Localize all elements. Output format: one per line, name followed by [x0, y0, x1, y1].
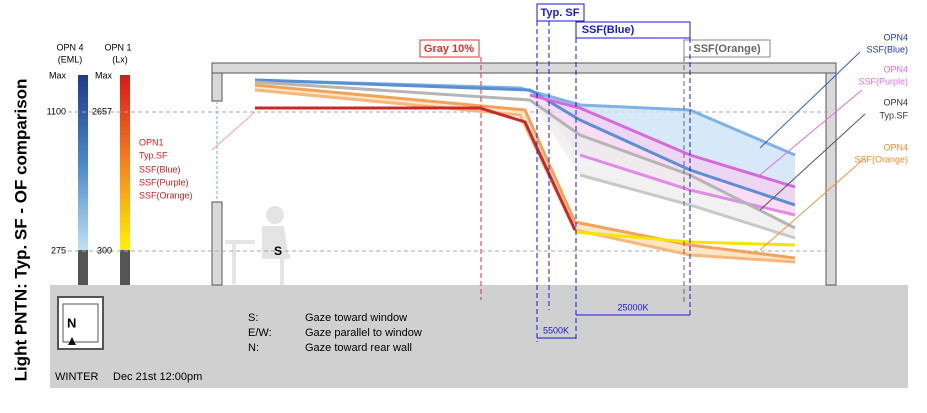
season: WINTER	[55, 371, 98, 383]
scale-label: OPN 1	[104, 42, 131, 52]
scale-tick: Max	[49, 70, 67, 80]
gaze-key: N:	[248, 342, 259, 354]
scale-tick: 275	[51, 245, 66, 255]
scene	[50, 3, 908, 388]
scale-label: (EML)	[58, 54, 83, 64]
gaze-key: S:	[248, 312, 258, 324]
series-label: OPN4	[883, 32, 908, 42]
time: Dec 21st 12:00pm	[113, 371, 202, 383]
legend-item: SSF(Blue)	[139, 164, 181, 174]
box-label: SSF(Orange)	[693, 43, 761, 55]
scale-label: (Lx)	[112, 54, 128, 64]
gaze-text: Gaze toward rear wall	[305, 342, 412, 354]
series-label: OPN4	[883, 97, 908, 107]
legend-item: SSF(Orange)	[139, 190, 193, 200]
span-label: 25000K	[617, 302, 648, 312]
scale-tick: Max	[95, 70, 113, 80]
series-label: OPN4	[883, 142, 908, 152]
legend-item: SSF(Purple)	[139, 177, 189, 187]
legend-item: OPN1	[139, 137, 164, 147]
gaze-text: Gaze parallel to window	[305, 327, 422, 339]
scale-tick: 1100	[47, 106, 66, 116]
compass-label: N	[67, 315, 76, 330]
scale-label: OPN 4	[56, 42, 83, 52]
series-label: OPN4	[883, 64, 908, 74]
box-label: Typ. SF	[541, 7, 580, 19]
position-label: S	[274, 244, 282, 258]
gaze-key: E/W:	[248, 327, 272, 339]
series-label: Typ.SF	[879, 110, 908, 120]
title: Light PNTN: Typ. SF - OF comparison	[11, 79, 30, 382]
gaze-text: Gaze toward window	[305, 312, 407, 324]
scale-tick: 2657	[92, 106, 112, 116]
box-label: Gray 10%	[424, 43, 474, 55]
series-label: SSF(Blue)	[866, 44, 908, 54]
series-label: SSF(Orange)	[854, 154, 908, 164]
legend-item: Typ.SF	[139, 150, 168, 160]
box-label: SSF(Blue)	[582, 24, 635, 36]
series-label: SSF(Purple)	[858, 76, 908, 86]
scale-tick: 300	[97, 245, 112, 255]
span-label: 5500K	[543, 325, 569, 335]
